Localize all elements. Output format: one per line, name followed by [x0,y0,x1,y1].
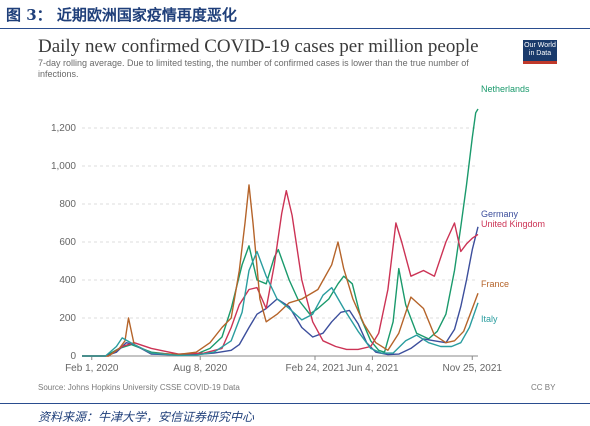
y-axis-ticks: 0 200 400 600 800 1,000 1,200 [51,123,76,362]
y-tick-label: 1,200 [51,123,76,134]
footer-license[interactable]: CC BY [531,383,556,392]
series-line-france [82,184,479,357]
x-axis-ticks: Feb 1, 2020 Aug 8, 2020 Feb 24, 2021 Jun 4,… [65,356,502,374]
series-label: Germany [481,209,519,219]
series-lines [82,108,479,357]
y-tick-label: 1,000 [51,161,76,172]
y-tick-label: 0 [70,351,76,362]
series-line-italy [82,250,479,357]
series-label: Italy [481,314,498,324]
chart-subtitle: 7-day rolling average. Due to limited te… [38,58,469,79]
series-label: United Kingdom [481,219,545,229]
bottom-rule [0,403,590,404]
x-tick-label: Jun 4, 2021 [346,363,399,374]
chart-title: Daily new confirmed COVID-19 cases per m… [38,36,479,57]
x-tick-label: Aug 8, 2020 [173,363,227,374]
footer-source: Source: Johns Hopkins University CSSE CO… [38,383,240,392]
series-label: Netherlands [481,84,530,94]
figure-label: 图 3： 近期欧洲国家疫情再度恶化 [6,6,237,24]
series-label: France [481,279,509,289]
series-line-netherlands [82,108,479,357]
grid [82,127,478,357]
y-tick-label: 800 [59,199,76,210]
owid-logo[interactable]: Our World in Data [523,40,557,64]
y-tick-label: 400 [59,275,76,286]
y-tick-label: 600 [59,237,76,248]
top-rule [0,28,590,29]
x-tick-label: Feb 1, 2020 [65,363,119,374]
logo-line-1: Our World [524,42,556,49]
logo-line-2: in Data [528,50,552,57]
y-tick-label: 200 [59,313,76,324]
series-line-united-kingdom [82,189,479,357]
source-note: 资料来源：牛津大学，安信证券研究中心 [38,410,255,424]
x-tick-label: Nov 25, 2021 [443,363,503,374]
x-tick-label: Feb 24, 2021 [286,363,345,374]
